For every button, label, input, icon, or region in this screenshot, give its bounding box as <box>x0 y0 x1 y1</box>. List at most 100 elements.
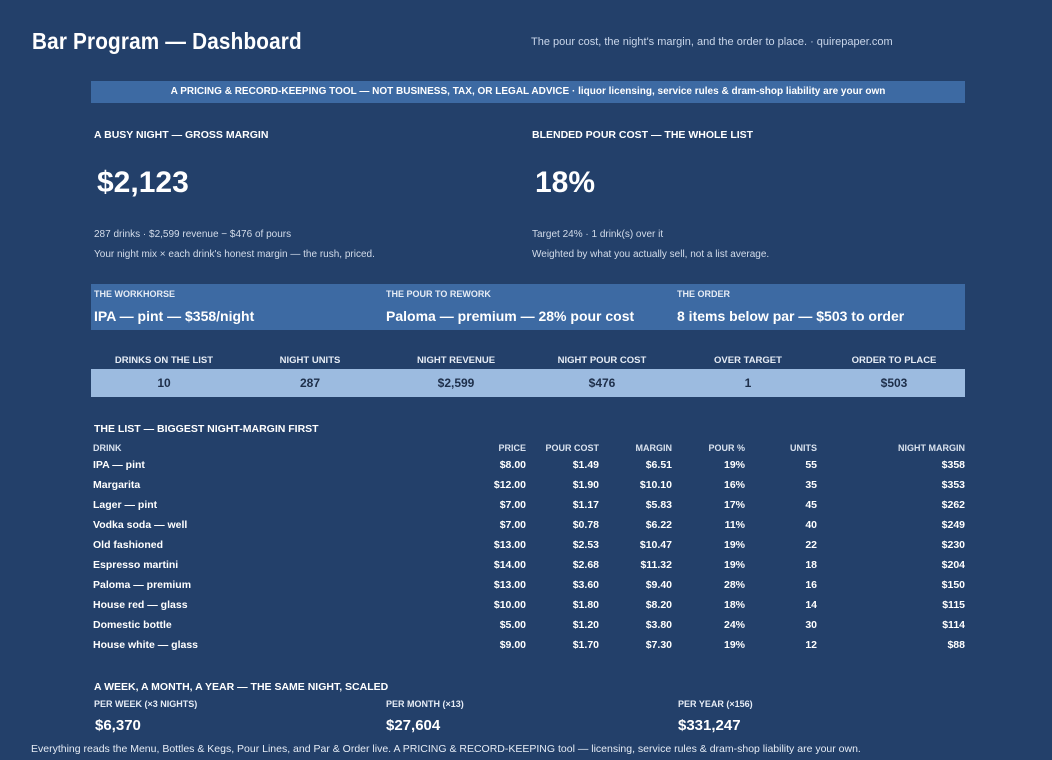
table-row: Paloma — premium $13.00 $3.60 $9.40 28% 16 $15… <box>93 575 965 595</box>
kpi-value-drinks: 10 <box>157 376 171 390</box>
kpi-value-pour-cost: $476 <box>588 376 616 390</box>
drink-name: IPA — pint <box>93 459 145 471</box>
col-units: UNITS <box>790 443 817 453</box>
pour-cost-note: Weighted by what you actually sell, not … <box>532 249 770 260</box>
drink-night-margin: $353 <box>941 479 965 491</box>
drink-price: $14.00 <box>493 559 526 571</box>
drink-units: 40 <box>805 519 817 531</box>
drink-night-margin: $115 <box>942 599 965 611</box>
drink-margin: $11.32 <box>640 559 672 571</box>
drink-price: $8.00 <box>499 459 526 471</box>
drink-pour-cost: $1.70 <box>572 639 599 651</box>
col-pour-pct: POUR % <box>708 443 745 453</box>
table-row: Lager — pint $7.00 $1.17 $5.83 17% 45 $262 <box>93 495 965 515</box>
col-pour-cost: POUR COST <box>545 443 599 453</box>
drink-pour-pct: 19% <box>723 559 745 571</box>
page-title: Bar Program — Dashboard <box>32 28 302 54</box>
drink-margin: $10.10 <box>639 479 672 491</box>
table-header-row: DRINK PRICE POUR COST MARGIN POUR % UNIT… <box>93 441 965 455</box>
drink-name: Paloma — premium <box>93 579 192 591</box>
drink-pour-cost: $1.49 <box>572 459 599 471</box>
kpi-label-units: NIGHT UNITS <box>279 355 341 366</box>
kpi-label-pour-cost: NIGHT POUR COST <box>557 355 647 366</box>
workhorse-value: IPA — pint — $358/night <box>94 308 255 324</box>
drink-list-table: DRINK PRICE POUR COST MARGIN POUR % UNIT… <box>93 441 965 655</box>
drink-pour-pct: 19% <box>723 459 745 471</box>
gross-margin-note: Your night mix × each drink's honest mar… <box>94 249 375 260</box>
drink-units: 18 <box>805 559 817 571</box>
drink-pour-cost: $3.60 <box>572 579 599 591</box>
drink-name: Espresso martini <box>93 559 179 571</box>
drink-price: $9.00 <box>499 639 526 651</box>
kpi-label-order: ORDER TO PLACE <box>851 355 937 366</box>
drink-margin: $6.22 <box>645 519 672 531</box>
rework-value: Paloma — premium — 28% pour cost <box>386 308 635 324</box>
table-row: House white — glass $9.00 $1.70 $7.30 19% 12 $… <box>93 635 965 655</box>
drink-margin: $3.80 <box>645 619 672 631</box>
per-week-label: PER WEEK (×3 NIGHTS) <box>94 699 198 709</box>
scaled-title: A WEEK, A MONTH, A YEAR — THE SAME NIGHT… <box>94 681 389 693</box>
drink-price: $7.00 <box>499 499 526 511</box>
list-title: THE LIST — BIGGEST NIGHT-MARGIN FIRST <box>94 423 319 435</box>
col-margin: MARGIN <box>635 443 673 453</box>
drink-pour-pct: 17% <box>723 499 745 511</box>
pour-cost-detail: Target 24% · 1 drink(s) over it <box>532 229 664 240</box>
drink-night-margin: $230 <box>941 539 965 551</box>
table-row: House red — glass $10.00 $1.80 $8.20 18% 14 $1… <box>93 595 965 615</box>
drink-units: 30 <box>805 619 817 631</box>
kpi-bar <box>91 369 965 397</box>
gross-margin-value: $2,123 <box>97 166 189 199</box>
col-night-margin: NIGHT MARGIN <box>898 443 965 453</box>
drink-pour-cost: $1.80 <box>572 599 599 611</box>
kpi-label-drinks: DRINKS ON THE LIST <box>114 355 214 366</box>
drink-margin: $8.20 <box>645 599 672 611</box>
drink-price: $10.00 <box>493 599 526 611</box>
col-drink: DRINK <box>93 443 122 453</box>
drink-units: 55 <box>805 459 817 471</box>
per-month-value: $27,604 <box>386 717 441 734</box>
per-week-value: $6,370 <box>95 717 141 734</box>
drink-margin: $5.83 <box>645 499 672 511</box>
drink-pour-cost: $1.90 <box>572 479 599 491</box>
kpi-value-over-target: 1 <box>744 376 752 390</box>
drink-units: 22 <box>805 539 817 551</box>
drink-name: Domestic bottle <box>93 619 172 631</box>
drink-night-margin: $262 <box>941 499 965 511</box>
drink-units: 14 <box>805 599 817 611</box>
kpi-value-order: $503 <box>880 376 908 390</box>
kpi-value-revenue: $2,599 <box>437 376 475 390</box>
drink-night-margin: $358 <box>941 459 965 471</box>
drink-night-margin: $249 <box>941 519 965 531</box>
page-tagline: The pour cost, the night's margin, and t… <box>531 36 893 48</box>
drink-margin: $6.51 <box>645 459 672 471</box>
drink-name: Margarita <box>93 479 141 491</box>
drink-price: $13.00 <box>493 539 526 551</box>
col-price: PRICE <box>498 443 526 453</box>
table-row: Old fashioned $13.00 $2.53 $10.47 19% 22 $230 <box>93 535 965 555</box>
footer-note: Everything reads the Menu, Bottles & Keg… <box>31 743 861 755</box>
kpi-value-units: 287 <box>299 376 321 390</box>
drink-units: 45 <box>805 499 817 511</box>
order-value: 8 items below par — $503 to order <box>677 308 905 324</box>
highlights-band: THE WORKHORSE IPA — pint — $358/night TH… <box>91 284 965 330</box>
drink-units: 35 <box>805 479 817 491</box>
drink-pour-pct: 19% <box>723 539 745 551</box>
drink-pour-cost: $2.53 <box>572 539 599 551</box>
drink-margin: $7.30 <box>645 639 672 651</box>
gross-margin-detail: 287 drinks · $2,599 revenue − $476 of po… <box>94 229 292 240</box>
drink-pour-pct: 16% <box>723 479 745 491</box>
table-row: Domestic bottle $5.00 $1.20 $3.80 24% 30 $114 <box>93 615 965 635</box>
drink-price: $13.00 <box>493 579 526 591</box>
drink-name: Lager — pint <box>93 499 158 511</box>
drink-price: $7.00 <box>499 519 526 531</box>
table-row: Espresso martini $14.00 $2.68 $11.32 19% 18 $2… <box>93 555 965 575</box>
drink-pour-pct: 19% <box>723 639 745 651</box>
drink-night-margin: $150 <box>941 579 965 591</box>
table-row: Vodka soda — well $7.00 $0.78 $6.22 11% 40 $24… <box>93 515 965 535</box>
disclaimer-banner: A PRICING & RECORD-KEEPING TOOL — NOT BU… <box>91 81 965 103</box>
workhorse-label: THE WORKHORSE <box>94 289 175 299</box>
drink-pour-pct: 11% <box>724 519 745 531</box>
drink-pour-cost: $0.78 <box>572 519 599 531</box>
drink-pour-cost: $2.68 <box>572 559 599 571</box>
drink-margin: $10.47 <box>639 539 672 551</box>
